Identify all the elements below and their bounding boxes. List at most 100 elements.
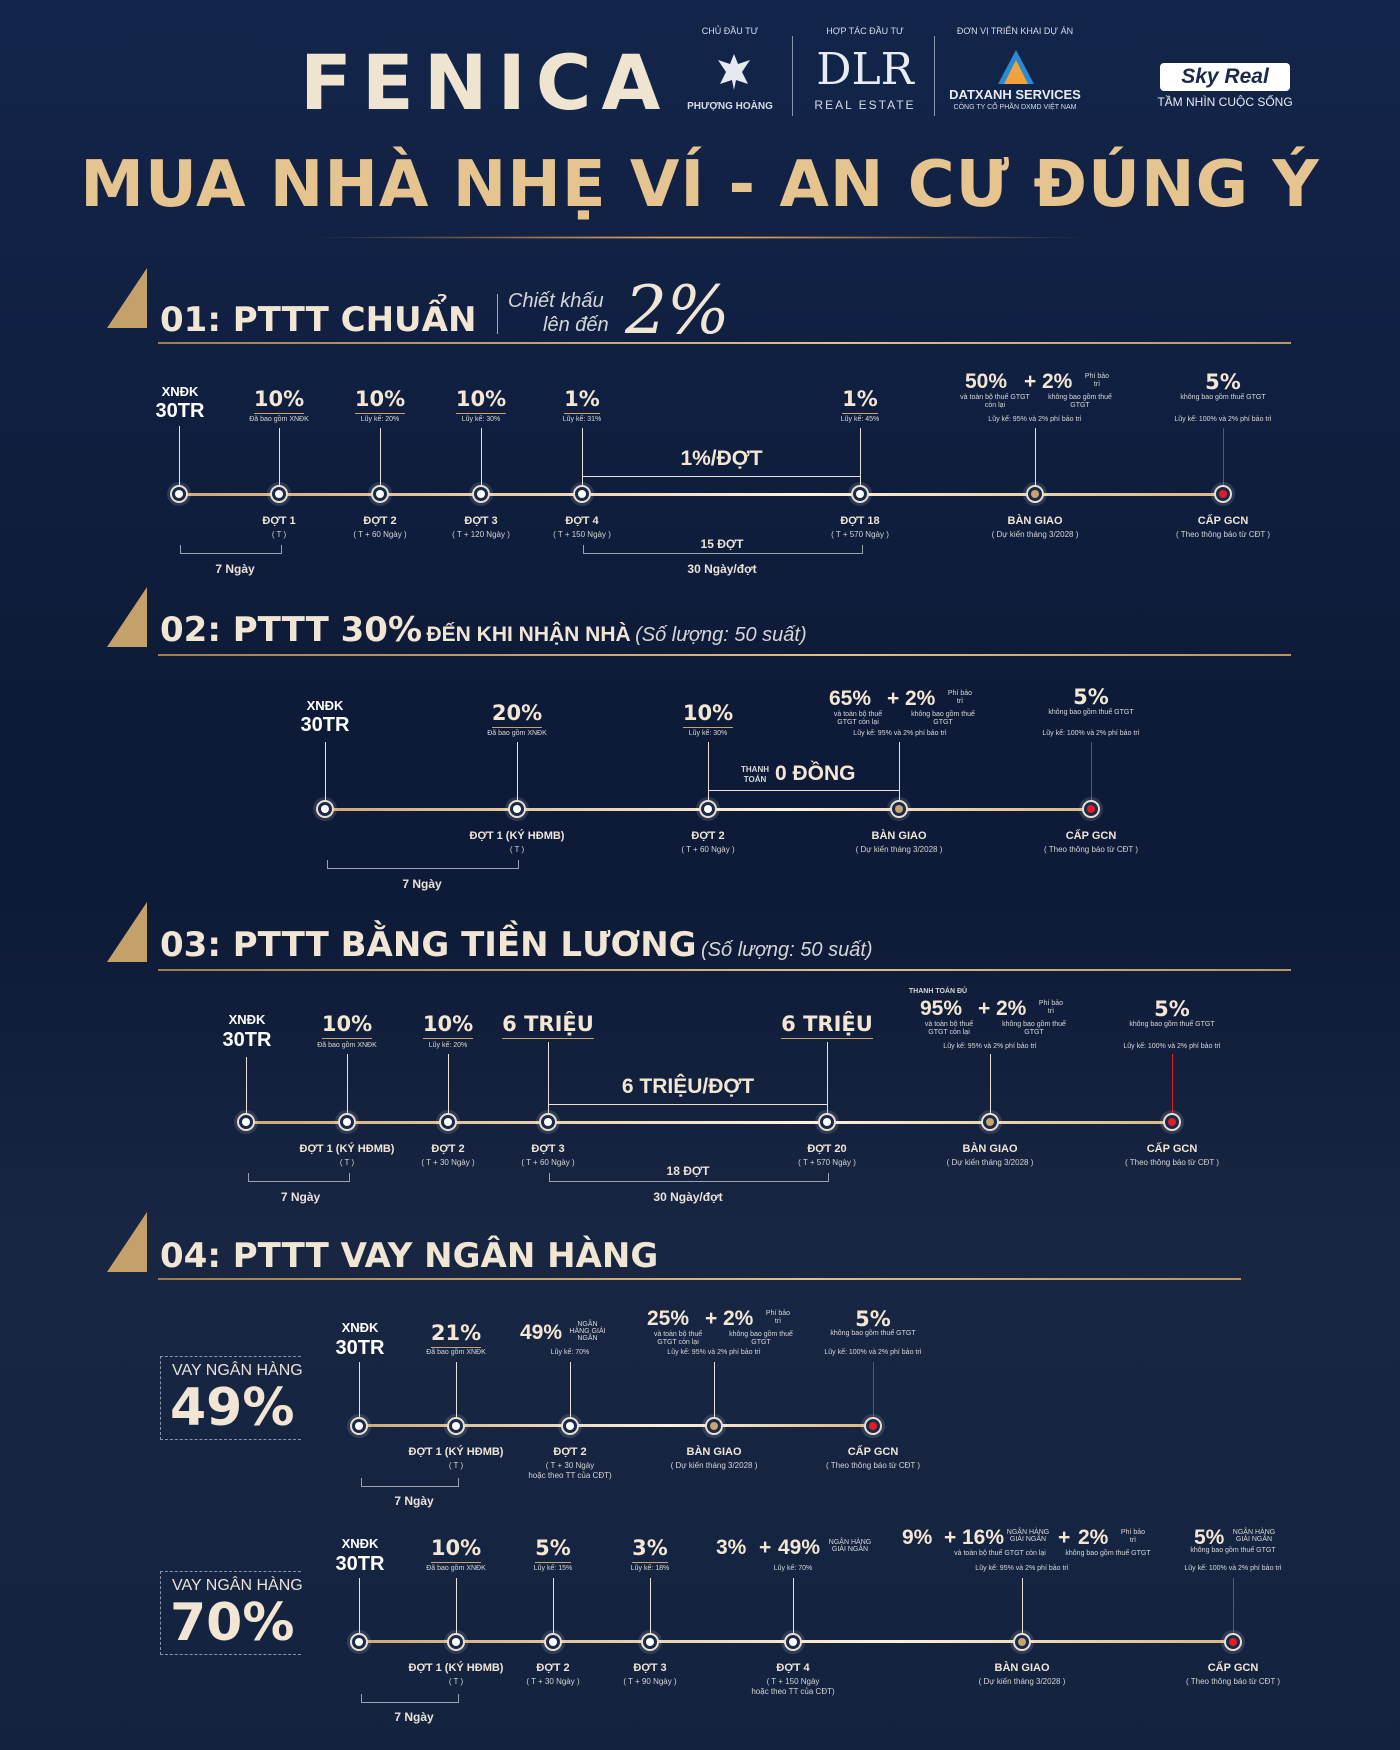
section-rule — [158, 969, 1291, 971]
divider — [934, 36, 935, 116]
range-label: 6 TRIỆU/ĐỢT — [621, 1075, 755, 1098]
milestone-sub: ( T ) — [448, 1677, 464, 1686]
handover-node[interactable] — [705, 1417, 723, 1435]
milestone-node[interactable] — [818, 1113, 836, 1131]
datxanh-sub: CÔNG TY CỔ PHẦN DXMD VIỆT NAM — [953, 104, 1077, 111]
payment-note: Lũy kế: 20% — [360, 416, 400, 423]
datxanh-label: DATXANH SERVICES — [949, 87, 1081, 102]
tick — [359, 1578, 360, 1637]
payment-note: Lũy kế: 18% — [630, 1565, 670, 1572]
section-marker — [107, 1212, 147, 1272]
milestone-node[interactable] — [851, 485, 869, 503]
milestone-node[interactable] — [447, 1633, 465, 1651]
phuong-hoang-label: PHƯỢNG HOÀNG — [687, 101, 773, 112]
tick — [1022, 1578, 1023, 1637]
handover-amount: 25% + 2% Phí bảo trì và toàn bộ thuế GTG… — [647, 1307, 793, 1346]
milestone-node[interactable] — [472, 485, 490, 503]
certificate-node[interactable] — [864, 1417, 882, 1435]
handover-node[interactable] — [890, 800, 908, 818]
certificate-node[interactable] — [1163, 1113, 1181, 1131]
milestone-label: ĐỢT 4 — [776, 1662, 810, 1674]
payment-note: Đã bao gồm XNĐK — [249, 416, 309, 423]
bracket — [361, 1478, 459, 1487]
range-label-small: THANH TOÁN — [741, 765, 769, 784]
certificate-cumulative: Lũy kế: 100% và 2% phí bảo trì — [1184, 1565, 1282, 1572]
handover-top-note: THANH TOÁN ĐỦ — [908, 988, 968, 995]
range-label: 0 ĐỒNG — [775, 762, 856, 785]
milestone-node[interactable] — [270, 485, 288, 503]
handover-label: BÀN GIAO — [686, 1446, 742, 1458]
trien-khai-label: ĐƠN VỊ TRIỂN KHAI DỰ ÁN — [956, 26, 1074, 36]
milestone-label: ĐỢT 1 — [262, 515, 296, 527]
milestone-node[interactable] — [539, 1113, 557, 1131]
milestone-node[interactable] — [641, 1633, 659, 1651]
handover-node[interactable] — [981, 1113, 999, 1131]
certificate-node[interactable] — [1224, 1633, 1242, 1651]
certificate-note: không bao gồm thuế GTGT — [1190, 1547, 1276, 1554]
tick — [481, 428, 482, 490]
handover-label: BÀN GIAO — [994, 1662, 1050, 1674]
milestone-node[interactable] — [371, 485, 389, 503]
tick — [359, 1362, 360, 1421]
milestone-sub: ( T + 60 Ngày ) — [681, 845, 735, 854]
chu-dau-tu-label: CHỦ ĐẦU TƯ — [701, 26, 759, 36]
dlr-sub: REAL ESTATE — [814, 98, 916, 112]
certificate-note: không bao gồm thuế GTGT — [1180, 394, 1266, 401]
payment-pct: 10% — [422, 1012, 474, 1039]
milestone-sub: ( T + 30 Ngày ) — [421, 1158, 475, 1167]
milestone-node[interactable] — [784, 1633, 802, 1651]
handover-sub: ( Dự kiến tháng 3/2028 ) — [855, 845, 943, 854]
milestone-node[interactable] — [508, 800, 526, 818]
milestone-sub: ( T + 90 Ngày ) — [623, 1677, 677, 1686]
interval-note: 7 Ngày — [394, 1494, 434, 1508]
xndk-node[interactable] — [170, 485, 188, 503]
tick — [1035, 428, 1036, 490]
milestone-node[interactable] — [561, 1417, 579, 1435]
handover-label: BÀN GIAO — [871, 830, 927, 842]
payment-note: Đã bao gồm XNĐK — [426, 1565, 486, 1572]
xndk-node[interactable] — [316, 800, 334, 818]
payment-pct: 5% — [535, 1536, 571, 1563]
section-marker — [107, 902, 147, 962]
milestone-node[interactable] — [699, 800, 717, 818]
milestone-label: ĐỢT 2 — [553, 1446, 587, 1458]
section-4-title: 04: PTTT VAY NGÂN HÀNG — [160, 1236, 659, 1276]
xndk-node[interactable] — [350, 1633, 368, 1651]
section-marker — [107, 587, 147, 647]
milestone-sub: ( T + 60 Ngày ) — [353, 530, 407, 539]
handover-node[interactable] — [1026, 485, 1044, 503]
interval-note: 7 Ngày — [402, 877, 442, 891]
xndk-node[interactable] — [237, 1113, 255, 1131]
payment-pct: 20% — [491, 701, 543, 728]
certificate-pct: 5% — [1205, 370, 1241, 394]
certificate-node[interactable] — [1214, 485, 1232, 503]
discount-value: 2% — [625, 272, 730, 349]
payment-pct: 10% — [253, 387, 305, 414]
handover-sub: ( Dự kiến tháng 3/2028 ) — [946, 1158, 1034, 1167]
milestone-node[interactable] — [447, 1417, 465, 1435]
milestone-node[interactable] — [439, 1113, 457, 1131]
milestone-node[interactable] — [544, 1633, 562, 1651]
payment-pct: 6 TRIỆU — [781, 1012, 873, 1039]
headline: MUA NHÀ NHẸ VÍ - AN CƯ ĐÚNG Ý — [80, 148, 1320, 222]
certificate-sub: ( Theo thông báo từ CĐT ) — [1125, 1158, 1219, 1167]
tick — [714, 1362, 715, 1421]
tick — [860, 428, 861, 490]
milestone-label: ĐỢT 2 — [536, 1662, 570, 1674]
certificate-node[interactable] — [1082, 800, 1100, 818]
loan-box — [160, 1571, 301, 1655]
handover-node[interactable] — [1013, 1633, 1031, 1651]
milestone-node[interactable] — [338, 1113, 356, 1131]
milestone-label: ĐỢT 20 — [807, 1143, 847, 1155]
milestone-sub: ( T + 120 Ngày ) — [452, 530, 510, 539]
tick — [325, 742, 326, 805]
handover-cumulative: Lũy kế: 95% và 2% phí bảo trì — [853, 730, 947, 737]
tick — [899, 742, 900, 805]
milestone-label: ĐỢT 2 — [363, 515, 397, 527]
range-arrow — [549, 1104, 827, 1105]
certificate-pct: 5% — [855, 1307, 891, 1331]
handover-cumulative: Lũy kế: 95% và 2% phí bảo trì — [943, 1043, 1037, 1050]
handover-sub: ( Dự kiến tháng 3/2028 ) — [670, 1461, 758, 1470]
milestone-node[interactable] — [573, 485, 591, 503]
xndk-node[interactable] — [350, 1417, 368, 1435]
